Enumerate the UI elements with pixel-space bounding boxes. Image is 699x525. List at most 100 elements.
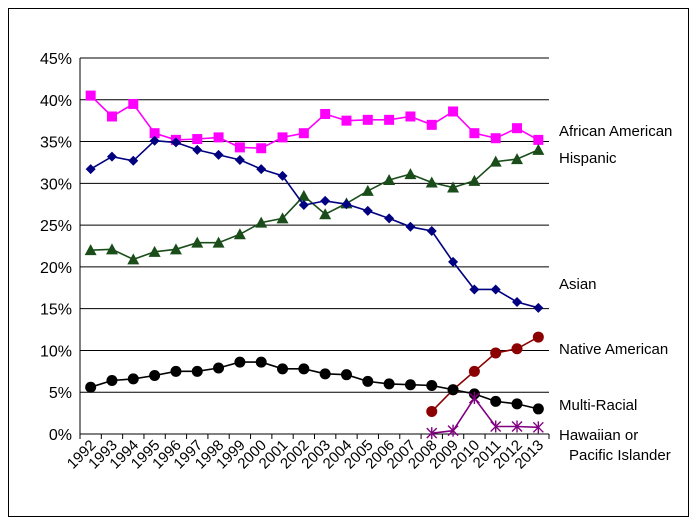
data-point-triangle bbox=[233, 228, 246, 240]
data-point-triangle bbox=[297, 189, 310, 201]
data-point-diamond bbox=[533, 302, 544, 313]
data-point-diamond bbox=[341, 199, 352, 210]
series-line-hawaiian-or-pacific-islander bbox=[431, 396, 539, 434]
data-point-circle bbox=[277, 363, 289, 375]
data-point-square bbox=[384, 114, 395, 125]
data-point-star bbox=[426, 427, 438, 440]
data-point-circle bbox=[127, 373, 139, 385]
series-hawaiian-or-pacific-islander bbox=[426, 392, 544, 440]
data-point-square bbox=[512, 123, 523, 134]
data-point-diamond bbox=[277, 170, 288, 181]
data-point-circle bbox=[426, 405, 438, 417]
series-line-hispanic bbox=[90, 149, 539, 261]
data-point-square bbox=[341, 115, 352, 126]
data-point-circle bbox=[170, 365, 182, 377]
data-point-circle bbox=[490, 395, 502, 407]
data-point-triangle bbox=[468, 174, 481, 186]
data-point-square bbox=[192, 134, 203, 145]
data-point-square bbox=[533, 134, 544, 145]
legend-label-asian: Asian bbox=[559, 276, 597, 293]
legend-label-hispanic: Hispanic bbox=[559, 150, 617, 167]
data-point-triangle bbox=[148, 245, 161, 257]
data-point-star bbox=[511, 420, 523, 433]
data-point-diamond bbox=[106, 151, 117, 162]
data-point-triangle bbox=[511, 153, 524, 165]
data-point-square bbox=[128, 98, 139, 109]
data-point-square bbox=[320, 108, 331, 119]
data-point-triangle bbox=[383, 173, 396, 185]
series-african-american bbox=[85, 90, 544, 154]
data-point-diamond bbox=[128, 155, 139, 166]
data-point-square bbox=[362, 114, 373, 125]
data-point-square bbox=[234, 142, 245, 153]
data-point-diamond bbox=[85, 164, 96, 175]
data-point-triangle bbox=[404, 168, 417, 180]
data-point-triangle bbox=[425, 176, 438, 188]
data-point-square bbox=[448, 106, 459, 117]
data-point-triangle bbox=[532, 143, 545, 155]
data-point-triangle bbox=[319, 208, 332, 220]
series-multi-racial bbox=[85, 356, 544, 415]
legend-label-native-american: Native American bbox=[559, 341, 668, 358]
data-point-triangle bbox=[127, 253, 140, 265]
series-hispanic bbox=[84, 143, 545, 265]
data-point-triangle bbox=[169, 243, 182, 255]
y-tick-label: 40% bbox=[40, 93, 72, 110]
y-tick-label: 30% bbox=[40, 176, 72, 193]
data-point-triangle bbox=[255, 216, 268, 228]
series-native-american bbox=[426, 331, 544, 417]
data-point-square bbox=[426, 119, 437, 130]
data-point-square bbox=[277, 132, 288, 143]
y-tick-label: 5% bbox=[49, 385, 72, 402]
data-point-circle bbox=[447, 384, 459, 396]
data-point-star bbox=[468, 392, 480, 405]
data-point-square bbox=[256, 143, 267, 154]
data-point-circle bbox=[298, 363, 310, 375]
data-point-diamond bbox=[256, 164, 267, 175]
data-point-triangle bbox=[191, 236, 204, 248]
data-point-circle bbox=[490, 347, 502, 359]
data-point-triangle bbox=[489, 155, 502, 167]
data-point-diamond bbox=[426, 225, 437, 236]
data-point-diamond bbox=[149, 135, 160, 146]
data-point-square bbox=[106, 111, 117, 122]
data-point-square bbox=[469, 128, 480, 139]
data-point-square bbox=[213, 132, 224, 143]
data-point-diamond bbox=[170, 137, 181, 148]
data-point-circle bbox=[149, 370, 161, 382]
data-point-circle bbox=[511, 398, 523, 410]
data-point-star bbox=[447, 424, 459, 437]
data-point-square bbox=[298, 128, 309, 139]
y-tick-label: 35% bbox=[40, 135, 72, 152]
data-point-circle bbox=[319, 368, 331, 380]
series-line-asian bbox=[90, 139, 539, 309]
data-point-triangle bbox=[447, 181, 460, 193]
data-point-square bbox=[149, 128, 160, 139]
data-point-circle bbox=[511, 343, 523, 355]
data-point-circle bbox=[234, 356, 246, 368]
series-line-african-american bbox=[90, 95, 539, 150]
data-point-circle bbox=[532, 403, 544, 415]
data-point-circle bbox=[106, 375, 118, 387]
data-point-circle bbox=[404, 379, 416, 391]
chart-frame bbox=[8, 8, 689, 517]
data-point-circle bbox=[213, 362, 225, 374]
data-point-diamond bbox=[448, 256, 459, 267]
data-point-diamond bbox=[469, 284, 480, 295]
data-point-square bbox=[490, 133, 501, 144]
data-point-diamond bbox=[405, 221, 416, 232]
data-point-diamond bbox=[384, 213, 395, 224]
data-point-circle bbox=[532, 331, 544, 343]
y-tick-label: 10% bbox=[40, 343, 72, 360]
data-point-triangle bbox=[105, 243, 118, 255]
data-point-circle bbox=[468, 365, 480, 377]
data-point-circle bbox=[255, 356, 267, 368]
data-point-diamond bbox=[320, 195, 331, 206]
data-point-circle bbox=[362, 375, 374, 387]
data-point-circle bbox=[191, 365, 203, 377]
series-line-multi-racial bbox=[90, 361, 539, 410]
data-point-circle bbox=[383, 378, 395, 390]
data-point-diamond bbox=[298, 200, 309, 211]
data-point-star bbox=[490, 420, 502, 433]
